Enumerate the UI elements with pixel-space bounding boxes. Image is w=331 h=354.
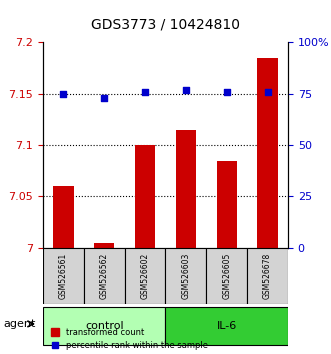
- Text: GSM526562: GSM526562: [100, 253, 109, 299]
- Text: IL-6: IL-6: [216, 321, 237, 331]
- Legend: transformed count, percentile rank within the sample: transformed count, percentile rank withi…: [47, 325, 211, 353]
- Bar: [257, 58, 278, 248]
- FancyBboxPatch shape: [43, 248, 84, 304]
- FancyBboxPatch shape: [84, 248, 125, 304]
- Text: GSM526561: GSM526561: [59, 253, 68, 299]
- Text: agent: agent: [3, 319, 36, 329]
- Text: GDS3773 / 10424810: GDS3773 / 10424810: [91, 18, 240, 32]
- FancyBboxPatch shape: [206, 248, 247, 304]
- FancyBboxPatch shape: [247, 248, 288, 304]
- FancyBboxPatch shape: [125, 248, 166, 304]
- Point: [142, 89, 148, 95]
- Bar: [94, 243, 115, 248]
- Text: GSM526605: GSM526605: [222, 253, 231, 299]
- FancyBboxPatch shape: [43, 307, 166, 345]
- Point: [224, 89, 229, 95]
- Point: [265, 89, 270, 95]
- Text: GSM526602: GSM526602: [141, 253, 150, 299]
- Bar: [53, 186, 73, 248]
- Text: GSM526603: GSM526603: [181, 253, 190, 299]
- Point: [183, 87, 189, 92]
- FancyBboxPatch shape: [166, 307, 288, 345]
- Point: [61, 91, 66, 97]
- Point: [102, 95, 107, 101]
- Bar: [176, 130, 196, 248]
- Bar: [216, 161, 237, 248]
- FancyBboxPatch shape: [166, 248, 206, 304]
- Text: GSM526678: GSM526678: [263, 253, 272, 299]
- Text: control: control: [85, 321, 123, 331]
- Bar: [135, 145, 155, 248]
